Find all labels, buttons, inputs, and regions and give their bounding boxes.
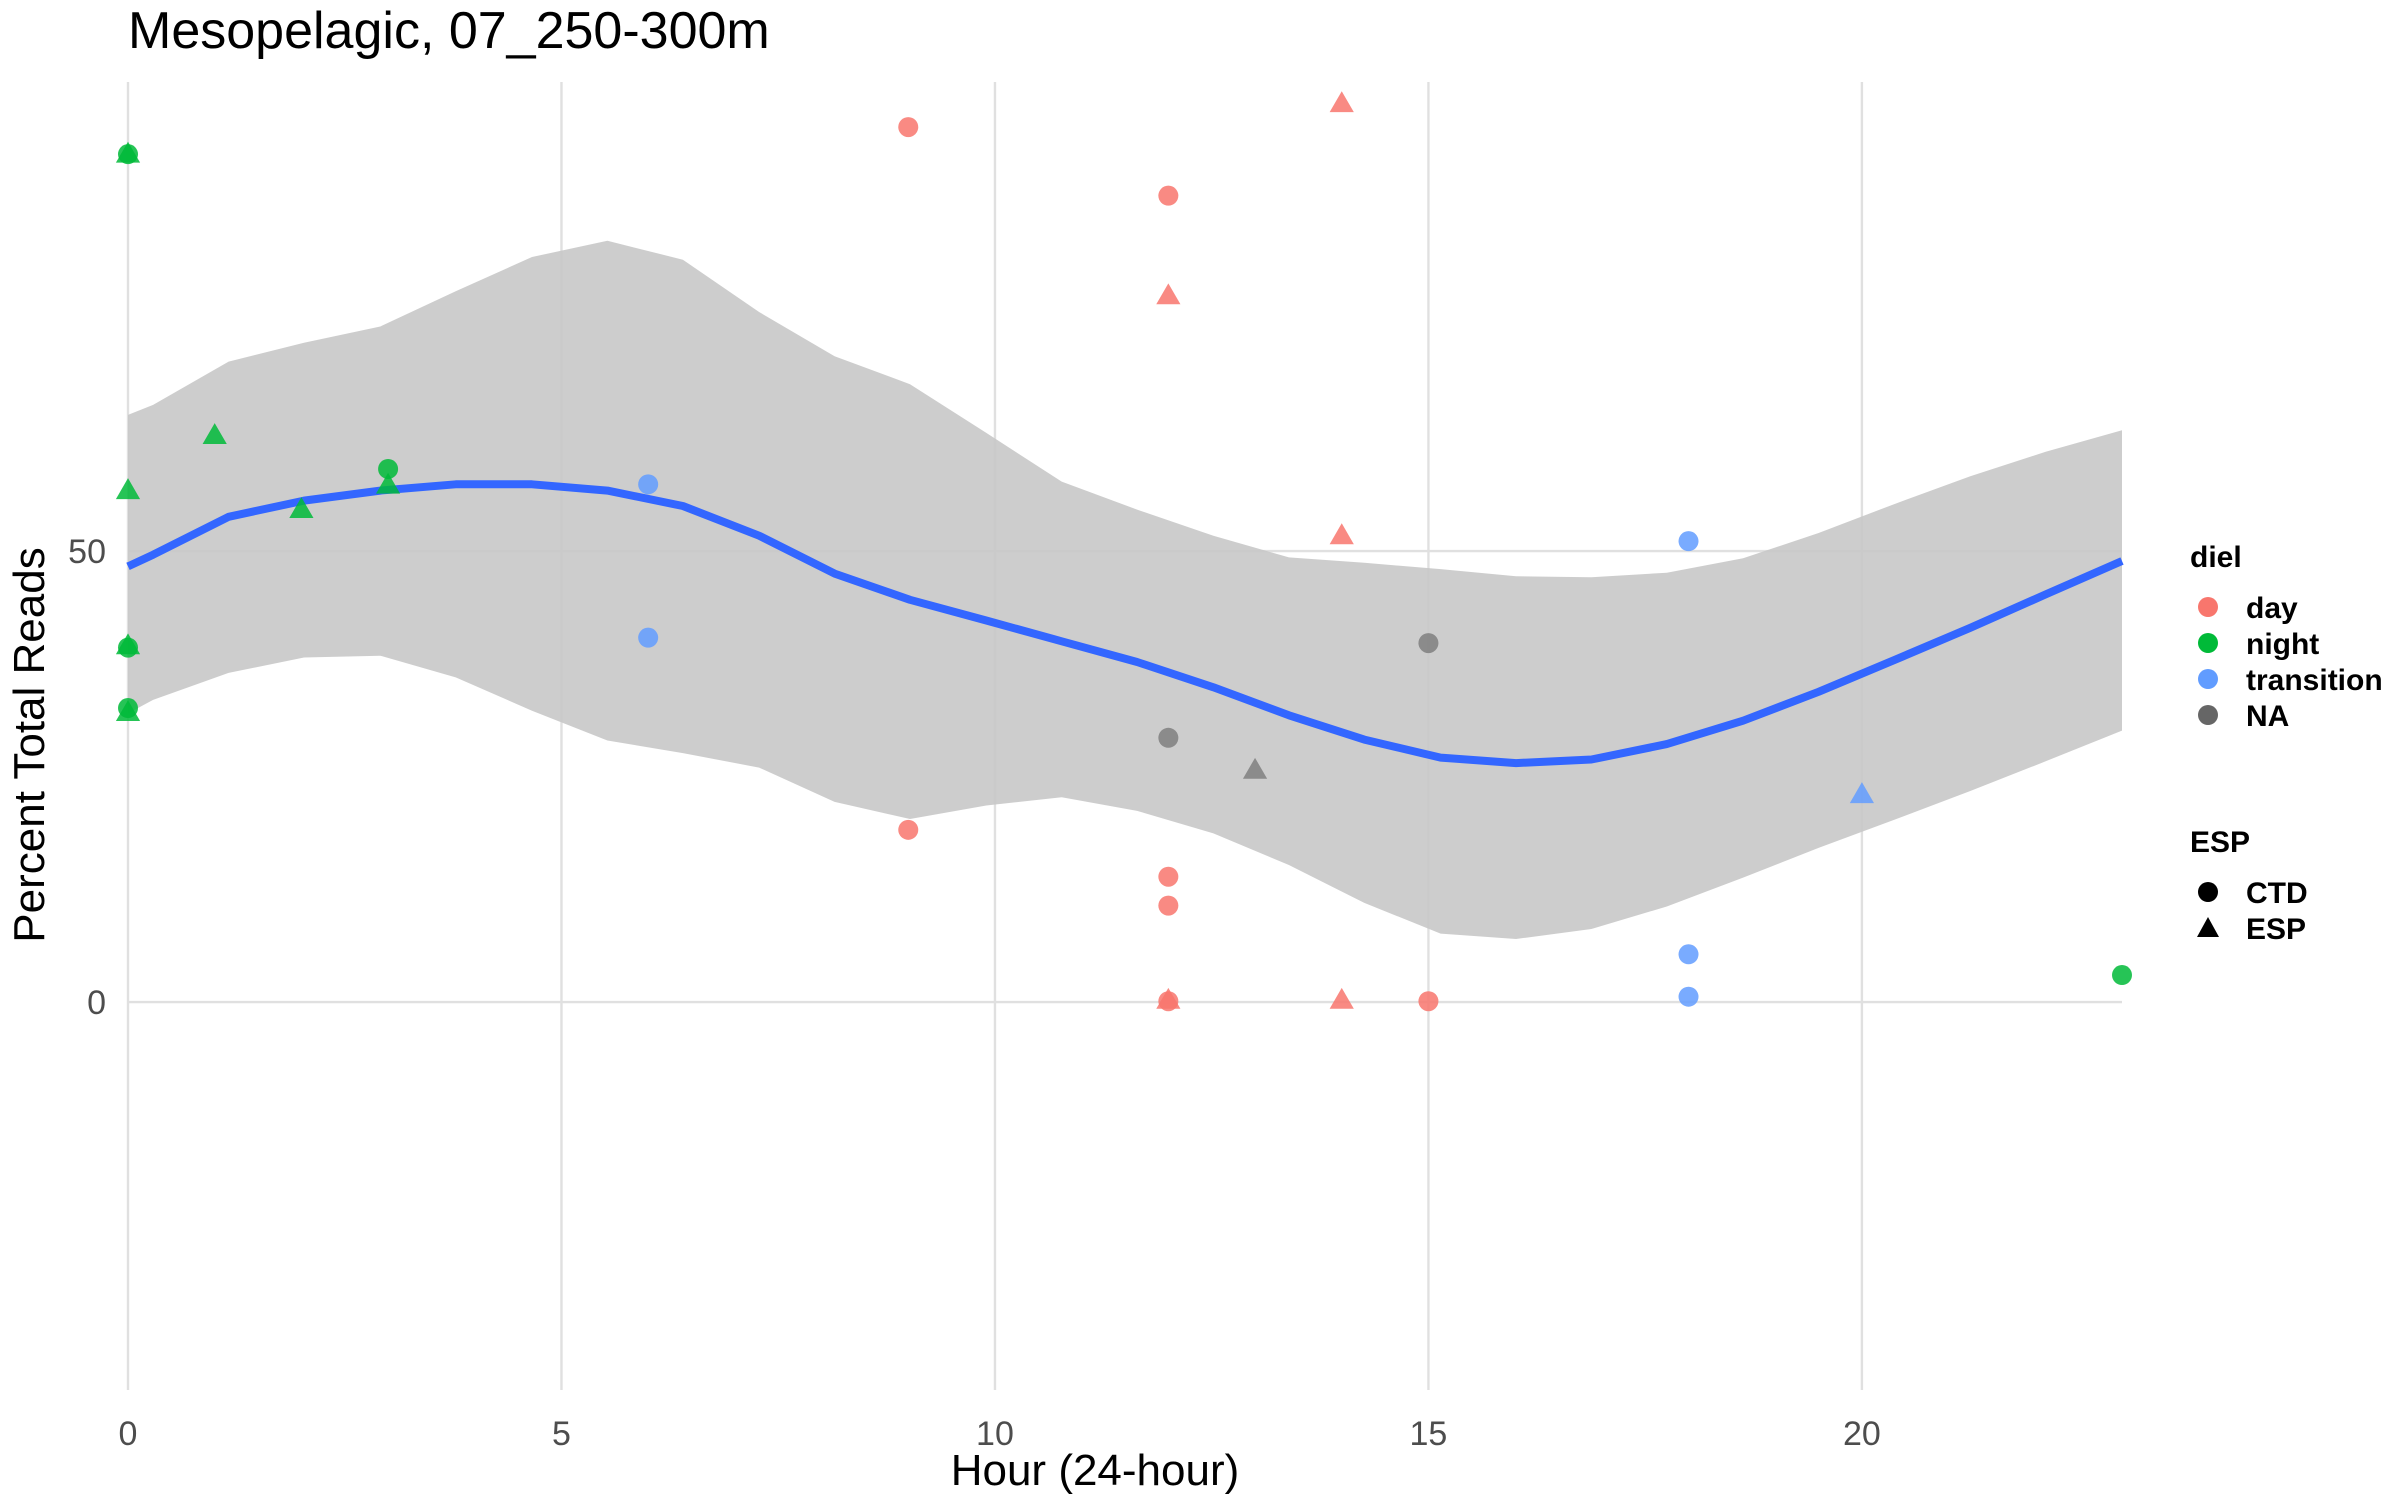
x-axis-title: Hour (24-hour) <box>951 1446 1240 1495</box>
confidence-band <box>128 240 2122 940</box>
data-point-circle <box>638 627 659 648</box>
data-point-circle <box>1158 185 1179 206</box>
data-point-triangle <box>202 423 227 445</box>
data-point-triangle <box>1329 523 1354 545</box>
data-point-triangle <box>1242 757 1268 779</box>
loess-line <box>126 480 2124 768</box>
data-point-circle <box>118 637 138 658</box>
data-point-circle <box>1678 986 1699 1007</box>
x-tick-label: 5 <box>552 1415 571 1453</box>
data-point-circle <box>1678 531 1699 552</box>
data-point-triangle <box>375 472 401 494</box>
legend-title-diel: diel <box>2190 541 2242 574</box>
data-point-triangle <box>289 497 314 519</box>
legend-key-night <box>2198 633 2218 653</box>
y-tick-labels: 0 50 <box>68 533 106 1022</box>
chart-title: Mesopelagic, 07_250-300m <box>128 2 770 60</box>
data-point-circle <box>1418 991 1439 1012</box>
data-point-triangle <box>1156 283 1181 305</box>
data-point-circle <box>1158 991 1179 1012</box>
y-tick-label: 0 <box>87 984 106 1022</box>
x-tick-label: 20 <box>1843 1415 1881 1453</box>
legend-label: night <box>2246 628 2319 661</box>
data-point-triangle <box>1329 91 1354 113</box>
x-tick-label: 0 <box>119 1415 138 1453</box>
data-point-circle <box>1678 944 1699 965</box>
legend-title-esp: ESP <box>2190 826 2250 859</box>
y-tick-label: 50 <box>68 533 106 571</box>
data-point-circle <box>638 474 659 495</box>
legend-key-na <box>2198 705 2218 725</box>
confidence-ribbon <box>128 240 2122 940</box>
data-point-circle <box>898 117 919 138</box>
data-point-triangle <box>1849 782 1875 804</box>
legend-label: day <box>2246 592 2298 625</box>
data-point-circle <box>118 144 138 165</box>
smooth-line <box>126 480 2124 768</box>
legend-key-day <box>2198 597 2218 617</box>
data-point-circle <box>1158 727 1179 748</box>
data-point-circle <box>378 458 399 479</box>
legend-label: NA <box>2246 700 2289 733</box>
legend-label: transition <box>2246 664 2383 697</box>
legend-label: CTD <box>2246 877 2308 910</box>
data-point-circle <box>898 819 919 840</box>
x-tick-labels: 0 5 10 15 20 <box>119 1415 1881 1453</box>
x-tick-label: 10 <box>976 1415 1014 1453</box>
data-points <box>115 91 2132 1012</box>
data-point-triangle <box>115 478 141 500</box>
legend-key-ctd-circle <box>2198 882 2218 902</box>
data-point-circle <box>1158 866 1179 887</box>
legend-key-transition <box>2198 669 2218 689</box>
data-point-circle <box>1158 895 1179 916</box>
data-point-triangle <box>1329 987 1354 1009</box>
data-point-circle <box>1418 633 1439 654</box>
x-tick-label: 15 <box>1410 1415 1448 1453</box>
data-point-circle <box>2112 965 2132 986</box>
legend-label: ESP <box>2246 913 2306 946</box>
y-axis-title: Percent Total Reads <box>5 547 54 942</box>
legend-key-esp-triangle <box>2197 917 2219 937</box>
data-point-circle <box>118 698 138 719</box>
